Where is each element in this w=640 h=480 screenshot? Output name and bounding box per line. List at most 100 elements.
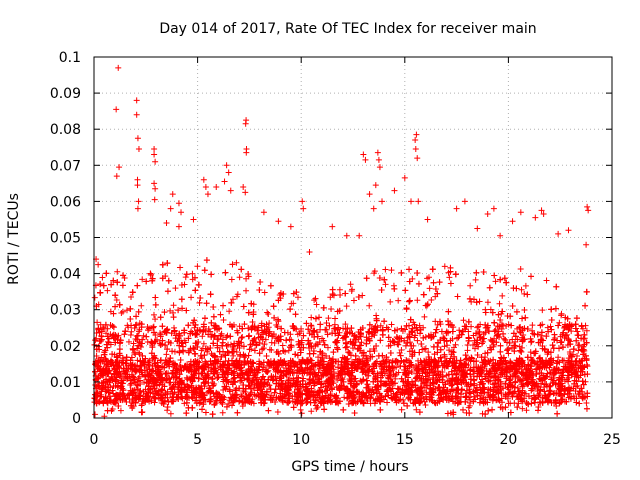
data-point bbox=[294, 294, 301, 301]
data-point bbox=[167, 410, 174, 417]
data-point bbox=[464, 342, 471, 349]
data-point bbox=[529, 327, 536, 334]
data-point bbox=[125, 338, 132, 345]
data-point bbox=[395, 341, 402, 348]
data-point bbox=[414, 297, 421, 304]
data-point bbox=[274, 408, 281, 415]
data-point bbox=[250, 359, 257, 366]
data-point bbox=[516, 343, 523, 350]
data-point bbox=[188, 294, 195, 301]
data-point bbox=[444, 342, 451, 349]
data-point bbox=[521, 290, 528, 297]
data-point bbox=[472, 276, 479, 283]
data-point bbox=[500, 385, 507, 392]
data-point bbox=[336, 286, 343, 293]
data-point bbox=[579, 325, 586, 332]
data-point bbox=[285, 347, 292, 354]
data-point bbox=[395, 297, 402, 304]
data-point bbox=[539, 307, 546, 314]
data-point bbox=[113, 297, 120, 304]
data-point bbox=[402, 342, 409, 349]
data-point bbox=[530, 330, 537, 337]
data-point bbox=[446, 274, 453, 281]
data-point bbox=[217, 358, 224, 365]
data-point bbox=[170, 302, 177, 309]
data-point bbox=[359, 292, 366, 299]
data-point bbox=[239, 334, 246, 341]
data-point bbox=[428, 297, 435, 304]
data-point bbox=[518, 286, 525, 293]
data-point bbox=[357, 342, 364, 349]
data-point bbox=[261, 289, 268, 296]
data-point bbox=[543, 277, 550, 284]
data-point bbox=[109, 332, 116, 339]
data-point bbox=[496, 300, 503, 307]
data-point bbox=[144, 323, 151, 330]
data-point bbox=[434, 321, 441, 328]
data-point bbox=[163, 351, 170, 358]
data-point bbox=[236, 274, 243, 281]
data-point bbox=[297, 406, 304, 413]
data-point bbox=[138, 302, 145, 309]
data-point bbox=[119, 308, 126, 315]
data-point bbox=[547, 388, 554, 395]
data-point bbox=[264, 309, 271, 316]
data-point bbox=[583, 399, 590, 406]
data-point bbox=[230, 352, 237, 359]
data-point bbox=[172, 285, 179, 292]
data-point bbox=[422, 334, 429, 341]
data-point bbox=[568, 328, 575, 335]
data-point bbox=[486, 328, 493, 335]
data-point bbox=[425, 274, 432, 281]
data-point bbox=[416, 322, 423, 329]
data-point bbox=[140, 332, 147, 339]
data-point bbox=[343, 303, 350, 310]
data-point bbox=[170, 309, 177, 316]
data-points bbox=[91, 64, 592, 420]
data-point bbox=[290, 300, 297, 307]
data-point bbox=[377, 322, 384, 329]
data-point bbox=[425, 349, 432, 356]
data-point bbox=[114, 268, 121, 275]
data-point bbox=[382, 266, 389, 273]
data-point bbox=[167, 307, 174, 314]
data-point bbox=[371, 270, 378, 277]
data-point bbox=[465, 328, 472, 335]
data-point bbox=[308, 408, 315, 415]
data-point bbox=[298, 328, 305, 335]
grid-lines bbox=[94, 57, 612, 418]
data-point bbox=[414, 337, 421, 344]
data-point bbox=[523, 407, 530, 414]
data-point bbox=[225, 400, 232, 407]
data-point bbox=[382, 281, 389, 288]
data-point bbox=[324, 344, 331, 351]
data-point bbox=[558, 338, 565, 345]
data-point bbox=[492, 326, 499, 333]
data-point bbox=[289, 393, 296, 400]
data-point bbox=[99, 274, 106, 281]
data-point bbox=[560, 344, 567, 351]
data-point bbox=[229, 296, 236, 303]
data-point bbox=[132, 351, 139, 358]
data-point bbox=[387, 298, 394, 305]
data-point bbox=[182, 274, 189, 281]
data-point bbox=[243, 287, 250, 294]
data-point bbox=[268, 346, 275, 353]
data-point bbox=[300, 384, 307, 391]
data-point bbox=[104, 338, 111, 345]
data-point bbox=[485, 378, 492, 385]
data-point bbox=[357, 377, 364, 384]
data-point bbox=[184, 376, 191, 383]
data-point bbox=[366, 302, 373, 309]
data-point bbox=[306, 330, 313, 337]
data-point bbox=[194, 263, 201, 270]
data-point bbox=[150, 311, 157, 318]
data-point bbox=[326, 355, 333, 362]
data-point bbox=[279, 342, 286, 349]
data-point bbox=[243, 275, 250, 282]
data-point bbox=[349, 286, 356, 293]
data-point bbox=[239, 403, 246, 410]
data-point bbox=[484, 299, 491, 306]
